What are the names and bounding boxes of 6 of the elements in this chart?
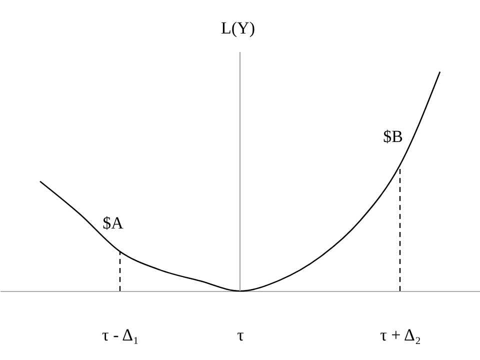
annotation: $B <box>383 126 403 146</box>
annotation: $A <box>102 214 124 233</box>
x-tick-label: τ - Δ₁ <box>102 326 139 344</box>
x-tick-label: τ + Δ₂ <box>380 326 421 344</box>
x-tick-label: τ <box>237 326 244 344</box>
y-axis-title: L(Y) <box>221 18 255 38</box>
